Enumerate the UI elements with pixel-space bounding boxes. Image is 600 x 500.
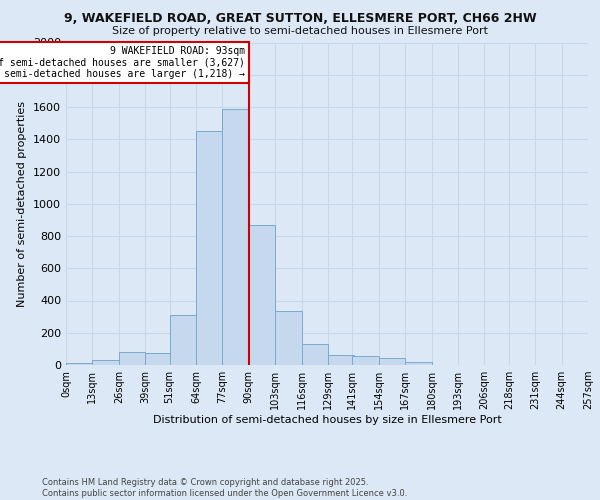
Y-axis label: Number of semi-detached properties: Number of semi-detached properties xyxy=(17,101,28,306)
Bar xyxy=(196,131,223,365)
Bar xyxy=(275,311,302,365)
X-axis label: Distribution of semi-detached houses by size in Ellesmere Port: Distribution of semi-detached houses by … xyxy=(152,415,502,425)
Text: Contains HM Land Registry data © Crown copyright and database right 2025.
Contai: Contains HM Land Registry data © Crown c… xyxy=(42,478,407,498)
Bar xyxy=(405,362,431,365)
Text: Size of property relative to semi-detached houses in Ellesmere Port: Size of property relative to semi-detach… xyxy=(112,26,488,36)
Bar xyxy=(92,360,119,365)
Bar xyxy=(145,353,172,365)
Text: 9, WAKEFIELD ROAD, GREAT SUTTON, ELLESMERE PORT, CH66 2HW: 9, WAKEFIELD ROAD, GREAT SUTTON, ELLESME… xyxy=(64,12,536,26)
Bar xyxy=(249,224,275,365)
Bar xyxy=(119,352,145,365)
Bar xyxy=(379,358,405,365)
Bar xyxy=(328,356,355,365)
Bar xyxy=(302,344,328,365)
Bar xyxy=(352,356,379,365)
Bar xyxy=(170,315,196,365)
Text: 9 WAKEFIELD ROAD: 93sqm
← 74% of semi-detached houses are smaller (3,627)
25% of: 9 WAKEFIELD ROAD: 93sqm ← 74% of semi-de… xyxy=(0,46,245,79)
Bar xyxy=(223,108,249,365)
Bar xyxy=(66,364,92,365)
